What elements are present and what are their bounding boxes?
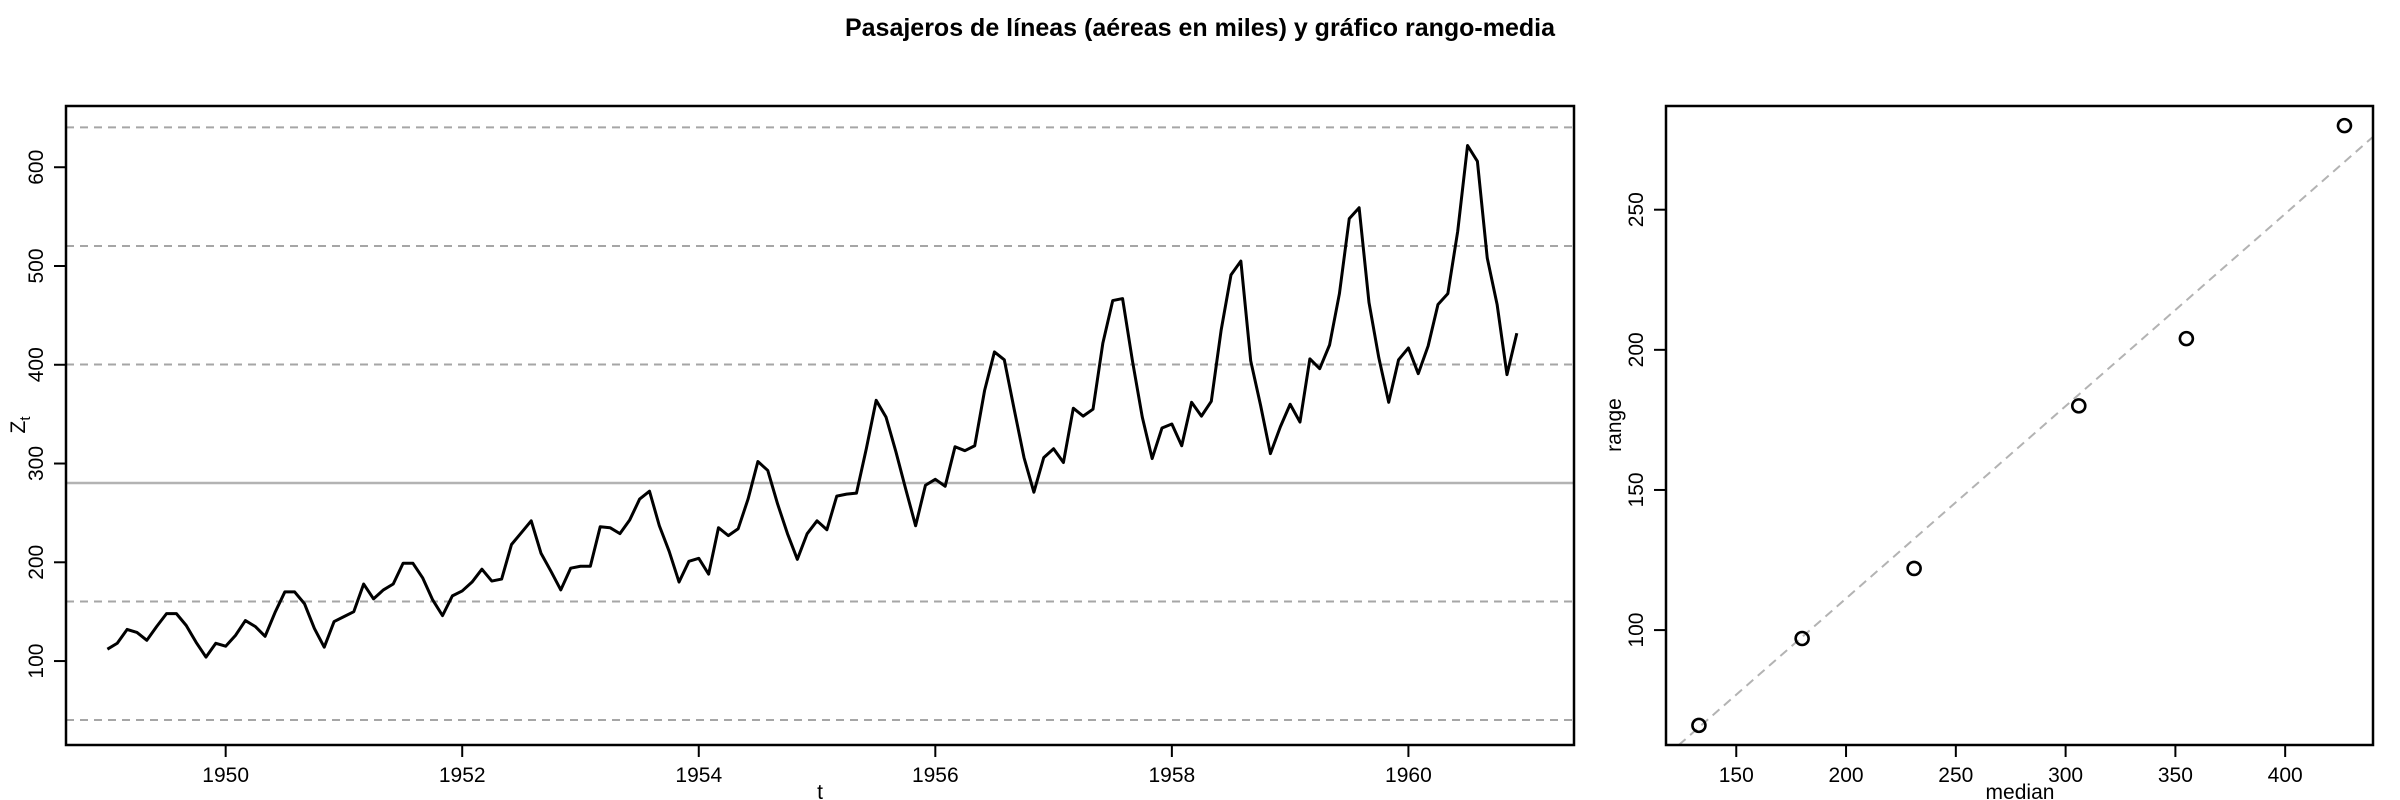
passengers-series-line (106, 144, 1519, 659)
y-tick-label: 500 (25, 248, 48, 283)
y-axis: 100 200 300 400 500 600 (25, 150, 66, 679)
scatter-points (1691, 117, 2353, 734)
fit-line (1678, 136, 2374, 746)
x-tick-label: 350 (2158, 764, 2193, 787)
y-tick-label: 600 (25, 150, 48, 185)
plot-frame (1664, 104, 2375, 747)
chart-title: Pasajeros de líneas (aéreas en miles) y … (844, 14, 1556, 42)
scatter-point (1906, 560, 1922, 577)
x-tick-label: 400 (2268, 764, 2303, 787)
x-tick-label: 300 (2048, 764, 2083, 787)
x-tick-label: 250 (1938, 764, 1973, 787)
scatter-point (1794, 630, 1810, 647)
y-axis-label: range (1603, 398, 1626, 452)
x-axis: 150 200 250 300 350 400 (1719, 745, 2303, 787)
y-tick-label: 300 (25, 446, 48, 481)
time-series-panel: 1950 1952 1954 1956 1958 1960 100 200 300 400 500… (7, 104, 1576, 800)
x-axis-label: t (817, 781, 823, 800)
scatter-point (2178, 330, 2195, 347)
x-tick-label: 150 (1719, 764, 1754, 787)
y-tick-label: 400 (25, 347, 48, 382)
x-tick-label: 1954 (675, 764, 722, 787)
y-tick-label: 150 (1625, 472, 1648, 507)
y-axis-label: Zt (7, 416, 34, 434)
range-median-panel: 150 200 250 300 350 400 100 150 200 250 median r… (1603, 104, 2375, 800)
y-tick-label: 200 (1625, 332, 1648, 367)
x-tick-label: 1960 (1385, 764, 1432, 787)
x-tick-label: 1952 (439, 764, 486, 787)
y-tick-label: 250 (1625, 192, 1648, 227)
x-axis: 1950 1952 1954 1956 1958 1960 (202, 745, 1432, 787)
y-tick-label: 200 (25, 545, 48, 580)
x-tick-label: 1950 (202, 764, 249, 787)
x-axis-label: median (1986, 781, 2055, 800)
reference-lines (66, 126, 1574, 722)
y-tick-label: 100 (25, 644, 48, 679)
scatter-point (2336, 117, 2353, 134)
x-tick-label: 200 (1829, 764, 1864, 787)
scatter-point (1691, 717, 1707, 734)
x-tick-label: 1956 (912, 764, 959, 787)
x-tick-label: 1958 (1149, 764, 1196, 787)
scatter-point (2070, 398, 2087, 414)
plot-frame (64, 104, 1576, 747)
y-axis: 100 150 200 250 (1625, 192, 1666, 648)
y-tick-label: 100 (1625, 613, 1648, 648)
